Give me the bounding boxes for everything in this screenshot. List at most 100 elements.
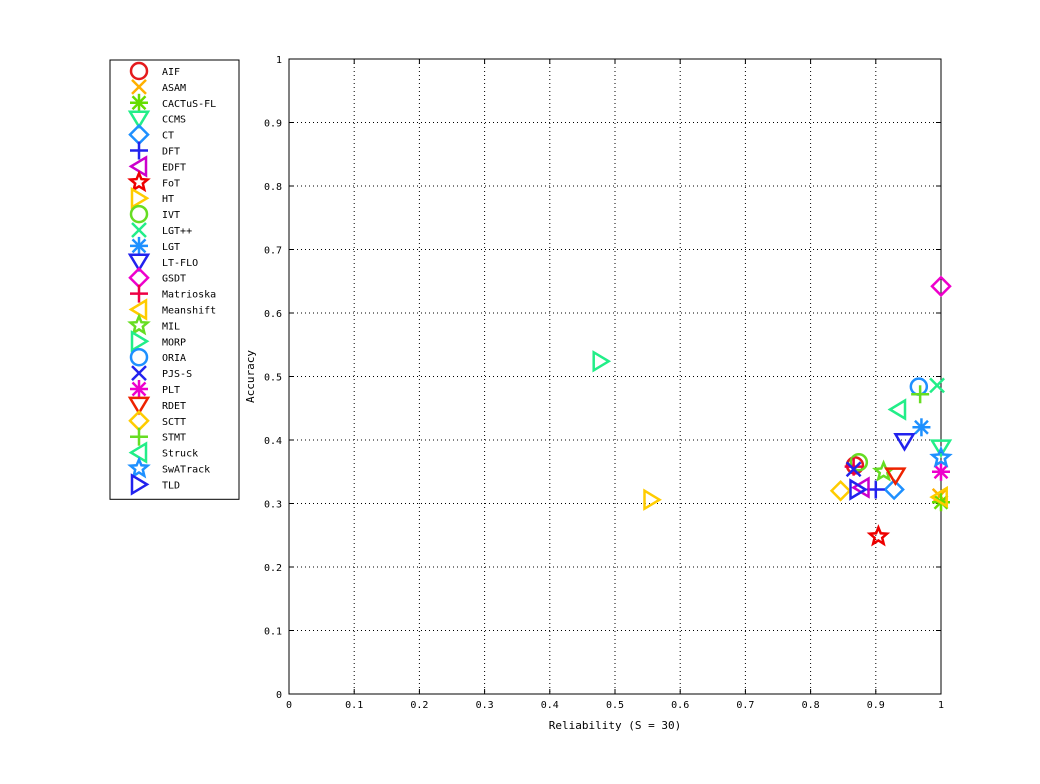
legend-label: Meanshift (162, 306, 216, 317)
legend-item: CCMS (127, 110, 186, 130)
legend-marker (130, 186, 150, 210)
x-tick-label: 0.5 (606, 700, 624, 711)
data-point-pjs-s (845, 461, 862, 478)
legend-label: GSDT (162, 274, 186, 285)
y-tick-label: 1 (276, 55, 282, 66)
legend-marker (130, 380, 148, 398)
legend-item: Struck (128, 441, 198, 464)
y-tick-label: 0.6 (264, 309, 282, 320)
legend-marker (127, 456, 151, 479)
legend-marker (129, 61, 149, 81)
legend-marker (129, 204, 149, 224)
legend-label: STMT (162, 433, 186, 444)
legend-item: HT (130, 186, 174, 210)
data-point-ht (643, 488, 662, 511)
legend-item: EDFT (128, 155, 186, 178)
legend-label: HT (162, 194, 174, 205)
legend-marker (127, 396, 151, 416)
legend-label: CT (162, 131, 174, 142)
legend-label: CACTuS-FL (162, 99, 216, 110)
legend-item: CACTuS-FL (130, 93, 216, 112)
legend-item: TLD (130, 473, 180, 496)
legend-item: STMT (130, 427, 186, 446)
legend-item: FoT (127, 170, 180, 193)
legend-label: Struck (162, 449, 198, 460)
y-tick-label: 0.7 (264, 246, 282, 257)
legend-item: ASAM (131, 79, 186, 95)
data-point-plt (932, 462, 950, 481)
y-tick-label: 0.3 (264, 500, 282, 511)
data-point-stmt (911, 385, 930, 404)
legend-item: PJS-S (131, 365, 192, 381)
data-point-fot (866, 524, 891, 547)
data-point-matrioska (844, 457, 863, 476)
legend-marker (131, 222, 147, 238)
legend-marker (127, 110, 151, 130)
x-tick-label: 0 (286, 700, 292, 711)
x-tick-label: 0.8 (802, 700, 820, 711)
legend-label: PJS-S (162, 369, 192, 380)
data-point-morp (592, 350, 612, 373)
legend-marker (128, 441, 148, 464)
legend-item: DFT (130, 141, 180, 160)
legend-marker (127, 313, 151, 336)
legend-label: ASAM (162, 83, 186, 94)
legend-label: TLD (162, 480, 180, 491)
legend-marker (131, 365, 147, 381)
data-point-swatrack (929, 445, 953, 468)
y-tick-label: 0.8 (264, 182, 282, 193)
data-point-rdet (884, 467, 907, 487)
legend-label: SCTT (162, 417, 186, 428)
data-point-aif (845, 456, 865, 475)
legend-item: ORIA (129, 347, 186, 367)
data-point-ivt (849, 452, 869, 472)
legend-marker (127, 253, 151, 273)
legend-item: SwATrack (127, 456, 210, 479)
x-tick-label: 0.2 (410, 700, 428, 711)
legend-marker (131, 79, 147, 95)
x-tick-label: 1 (938, 700, 944, 711)
legend-label: RDET (162, 401, 186, 412)
legend-label: Matrioska (162, 290, 216, 301)
legend-label: CCMS (162, 115, 186, 126)
legend-marker (128, 298, 148, 321)
legend-label: LGT++ (162, 226, 192, 237)
legend-label: MIL (162, 321, 180, 332)
y-tick-label: 0.5 (264, 373, 282, 384)
data-point-lt-flo (893, 433, 916, 452)
legend-item: MIL (127, 313, 180, 336)
legend-item: LT-FLO (127, 253, 198, 273)
data-point-ct (883, 478, 905, 501)
axis-ticks: 0 0.1 0.2 0.3 0.4 0.5 0.6 0.7 0.8 0.9 1 0 0.1 0.2 0.3 0… (264, 55, 944, 711)
legend-items: AIF ASAM CACTuS-FL CCMS CT DFT EDFT FoT HT IVT LGT… (127, 61, 216, 496)
legend-marker (130, 473, 150, 496)
data-point-tld (849, 478, 868, 501)
y-tick-label: 0.2 (264, 563, 282, 574)
legend-label: SwATrack (162, 465, 210, 476)
legend-marker (130, 93, 148, 112)
data-point-dft (866, 480, 885, 499)
data-point-lgt (912, 418, 931, 437)
y-tick-label: 0 (276, 690, 282, 701)
data-point-lgt- (929, 377, 945, 394)
grid-lines (289, 59, 941, 694)
legend-marker (130, 236, 148, 255)
legend-item: IVT (129, 204, 180, 224)
data-point-gsdt (930, 275, 952, 298)
legend-item: LGT++ (131, 222, 192, 238)
legend-label: AIF (162, 67, 180, 78)
legend-item: PLT (130, 380, 180, 398)
legend-marker (130, 141, 148, 160)
x-tick-label: 0.7 (736, 700, 754, 711)
x-tick-label: 0.6 (671, 700, 689, 711)
legend-item: Meanshift (128, 298, 216, 321)
data-point-ccms (929, 439, 953, 459)
legend-label: LGT (162, 242, 180, 253)
legend-item: AIF (129, 61, 180, 81)
legend-marker (130, 427, 148, 446)
legend-label: FoT (162, 178, 180, 189)
legend-label: ORIA (162, 353, 186, 364)
legend-label: LT-FLO (162, 258, 198, 269)
